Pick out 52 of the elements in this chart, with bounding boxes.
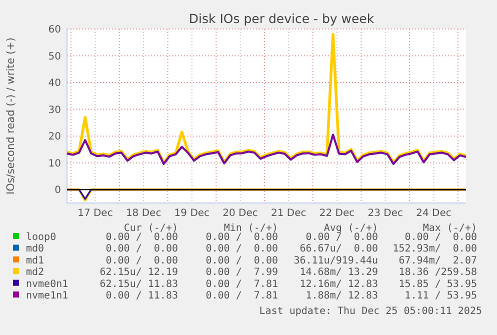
legend-label: md0: [26, 244, 44, 255]
text: Min (-/+): [224, 223, 278, 234]
text: Cur (-/+): [124, 223, 178, 234]
legend-label: nvme0n1: [26, 278, 68, 290]
text: 0.00 / 0.00: [106, 255, 178, 266]
y-tick-label: 50: [48, 51, 61, 62]
text: Max (-/+): [422, 223, 477, 234]
text: Last update: Thu Dec 25 05:00:11 2025: [259, 306, 482, 317]
text: 66.67u/ 0.00: [300, 244, 378, 255]
text: 0.00 / 0.00: [206, 244, 278, 255]
chart-title: Disk IOs per device - by week: [188, 11, 375, 26]
text: 1.11 / 53.95: [404, 290, 477, 302]
text: 0.00 / 0.00: [306, 232, 378, 243]
text: Avg (-/+): [324, 223, 378, 234]
x-tick-label: 18 Dec: [126, 208, 162, 219]
text: 15.85 / 53.95: [398, 278, 477, 290]
text: 18.36 /259.58: [398, 267, 477, 278]
legend-label: md1: [26, 255, 44, 266]
x-tick-label: 23 Dec: [368, 208, 404, 219]
text: 0.00 / 0.00: [106, 232, 178, 243]
text: 152.93m/ 0.00: [392, 244, 477, 255]
x-tick-label: 24 Dec: [416, 208, 452, 219]
text: 0.00 / 0.00: [206, 255, 278, 266]
text: 0.00 / 0.00: [206, 232, 278, 243]
text: 0.00 / 7.81: [206, 278, 278, 290]
x-tick-label: 19 Dec: [174, 208, 210, 219]
y-tick-label: 30: [48, 104, 61, 116]
text: 0.00 / 7.81: [206, 290, 278, 302]
legend-label: loop0: [26, 232, 56, 243]
text: 1.88m/ 12.83: [306, 290, 378, 302]
x-tick-label: 17 Dec: [78, 208, 113, 219]
y-tick-label: 40: [48, 78, 61, 90]
text: 67.94m/ 2.07: [398, 255, 477, 266]
y-tick-label: 10: [48, 158, 61, 170]
x-tick-label: 20 Dec: [222, 208, 258, 219]
legend-label: nvme1n1: [26, 290, 68, 302]
text: 12.16m/ 12.83: [300, 278, 378, 290]
text: 36.11u/919.44u: [294, 255, 378, 266]
y-tick-label: 20: [48, 132, 61, 143]
y-tick-label: 0: [54, 185, 61, 196]
text: 62.15u/ 12.19: [100, 267, 178, 278]
y-axis-title: IOs/second read (-) / write (+): [5, 37, 17, 195]
text: 0.00 / 7.99: [206, 267, 278, 278]
x-tick-label: 21 Dec: [271, 208, 306, 219]
text: 14.68m/ 13.29: [300, 267, 378, 278]
legend-label: md2: [26, 267, 44, 278]
text: 0.00 / 11.83: [106, 290, 178, 302]
text: 62.15u/ 11.83: [100, 278, 178, 290]
y-tick-label: 60: [48, 24, 61, 36]
text: 0.00 / 0.00: [106, 244, 178, 255]
text: 0.00 / 0.00: [404, 232, 477, 243]
x-tick-label: 22 Dec: [319, 208, 355, 219]
